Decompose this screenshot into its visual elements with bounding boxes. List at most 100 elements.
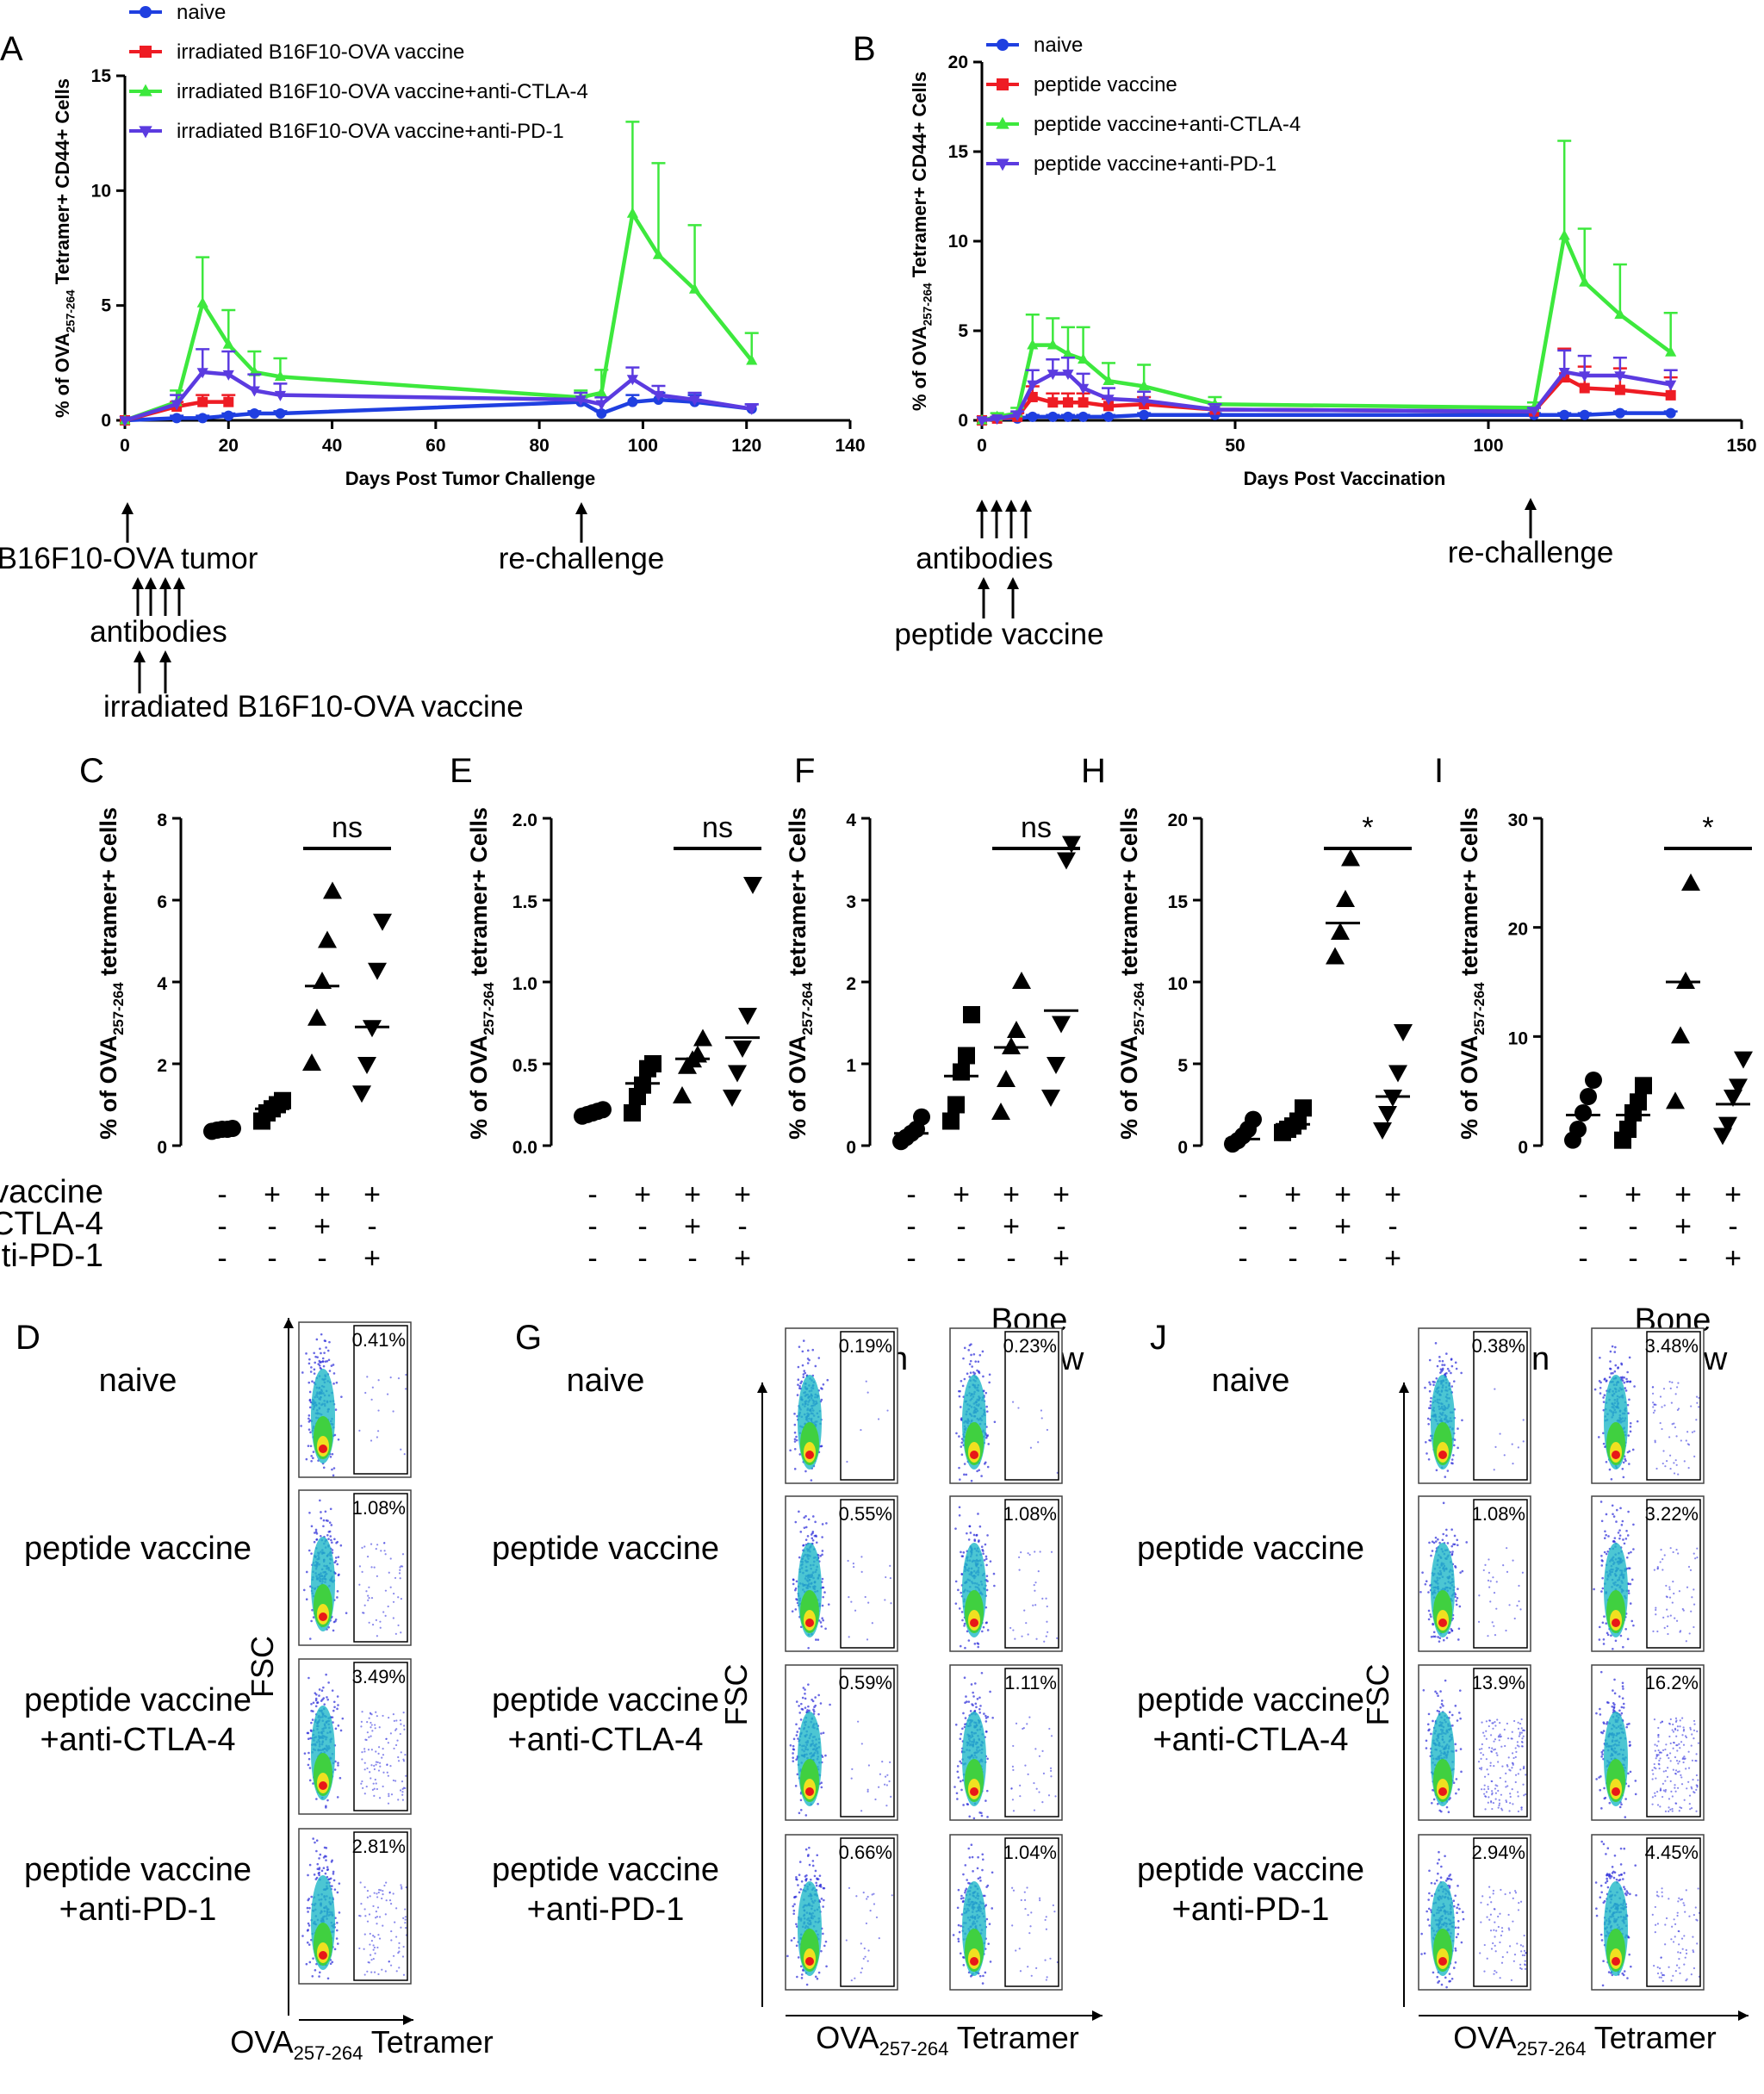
flow-event: [822, 1595, 824, 1599]
flow-event: [1448, 1973, 1451, 1975]
flow-event: [954, 1602, 958, 1605]
flow-event: [1448, 1711, 1451, 1714]
flow-event: [1487, 1786, 1489, 1788]
flow-event: [974, 1360, 978, 1363]
flow-event: [1015, 1949, 1017, 1952]
flow-event: [1438, 1710, 1441, 1713]
flow-event: [373, 1768, 376, 1771]
flow-event: [336, 1929, 339, 1932]
flow-event: [360, 1720, 363, 1723]
flow-event: [326, 1349, 330, 1352]
flow-event: [984, 1557, 988, 1561]
flow-event: [1436, 1862, 1439, 1865]
flow-event: [1494, 1445, 1497, 1448]
flow-event: [824, 1627, 827, 1631]
flow-event: [1457, 1933, 1460, 1936]
y-tick-label: 2: [157, 1056, 167, 1076]
flow-event: [1438, 1640, 1441, 1643]
flow-event: [371, 1386, 374, 1389]
flow-event: [972, 1533, 976, 1537]
data-point: [1665, 389, 1676, 401]
flow-event: [807, 1646, 810, 1650]
flow-event: [398, 1967, 401, 1969]
flow-event: [382, 1924, 384, 1927]
flow-event: [804, 1848, 808, 1851]
flow-event: [970, 1843, 973, 1847]
flow-event: [393, 1592, 395, 1595]
flow-event: [800, 1880, 804, 1883]
flow-event: [388, 1899, 392, 1902]
flow-event: [789, 1449, 792, 1452]
flow-event: [986, 1580, 989, 1582]
annotation-tumor: B16F10-OVA tumor: [0, 542, 258, 575]
flow-event: [359, 1915, 362, 1917]
flow-event: [960, 1894, 963, 1898]
flow-event: [1032, 1604, 1034, 1606]
data-point: [1103, 401, 1114, 412]
flow-event: [1018, 1948, 1021, 1950]
flow-event: [800, 1380, 804, 1383]
flow-event: [1500, 1807, 1503, 1810]
flow-event: [1430, 1909, 1432, 1911]
flow-event: [1506, 1951, 1509, 1954]
flow-event: [964, 1891, 966, 1894]
flow-event: [386, 1763, 388, 1767]
flow-event: [1452, 1967, 1456, 1969]
flow-event: [314, 1968, 317, 1972]
flow-event: [405, 1774, 407, 1777]
data-point: [1614, 371, 1626, 382]
flow-event: [963, 1463, 966, 1465]
flow-event: [314, 1355, 317, 1358]
flow-event: [1519, 1967, 1522, 1969]
flow-event: [377, 1769, 381, 1772]
panel-letter-I: I: [1434, 752, 1444, 790]
data-point: [1011, 410, 1023, 421]
flow-event: [373, 1946, 376, 1949]
flow-event: [1439, 1690, 1442, 1693]
flow-event: [338, 1882, 341, 1885]
data-point: [196, 296, 208, 308]
flow-event: [853, 1566, 855, 1569]
flow-event: [1048, 1727, 1051, 1731]
flow-event: [958, 1435, 960, 1438]
flow-event: [1481, 1721, 1483, 1724]
flow-event: [860, 1743, 863, 1745]
flow-event: [339, 1776, 342, 1780]
y-tick-label: 6: [157, 892, 167, 912]
flow-event: [307, 1414, 311, 1417]
flow-event: [982, 1974, 984, 1978]
condition-sign: -: [906, 1178, 916, 1211]
flow-event: [795, 1438, 798, 1442]
flow-event: [306, 1941, 309, 1944]
flow-event: [1445, 1352, 1448, 1355]
annotation-antibodies-B: antibodies: [916, 542, 1053, 575]
condition-sign: -: [956, 1242, 966, 1275]
significance-label: ns: [332, 811, 363, 844]
flow-event: [813, 1534, 817, 1538]
data-point: [1047, 397, 1059, 408]
flow-event: [1041, 1597, 1044, 1600]
flow-event: [802, 1687, 805, 1689]
flow-event: [805, 1983, 809, 1986]
flow-plot-J-spleen: [1418, 1834, 1531, 1991]
flow-event: [958, 1395, 961, 1398]
series-line-A-2: [124, 208, 754, 423]
flow-event: [337, 1762, 339, 1764]
flow-event: [1517, 1795, 1519, 1798]
flow-event: [955, 1432, 958, 1435]
scatter-point: [1336, 890, 1355, 907]
flow-event: [399, 1719, 402, 1722]
flow-gate: [1004, 1668, 1059, 1817]
flow-event: [315, 1798, 318, 1800]
flow-event: [984, 1720, 988, 1723]
flow-event: [953, 1786, 956, 1788]
flow-event: [320, 1689, 324, 1693]
arrow-rechallenge-B-head: [1525, 498, 1537, 510]
y-tick-label: 4: [157, 974, 167, 994]
flow-event: [374, 1727, 376, 1730]
flow-event: [1450, 1528, 1453, 1532]
scatter-point: [1630, 1093, 1647, 1111]
flow-event: [367, 1960, 370, 1964]
flow-event: [1492, 1942, 1494, 1945]
y-tick-label: 10: [1508, 1028, 1528, 1048]
